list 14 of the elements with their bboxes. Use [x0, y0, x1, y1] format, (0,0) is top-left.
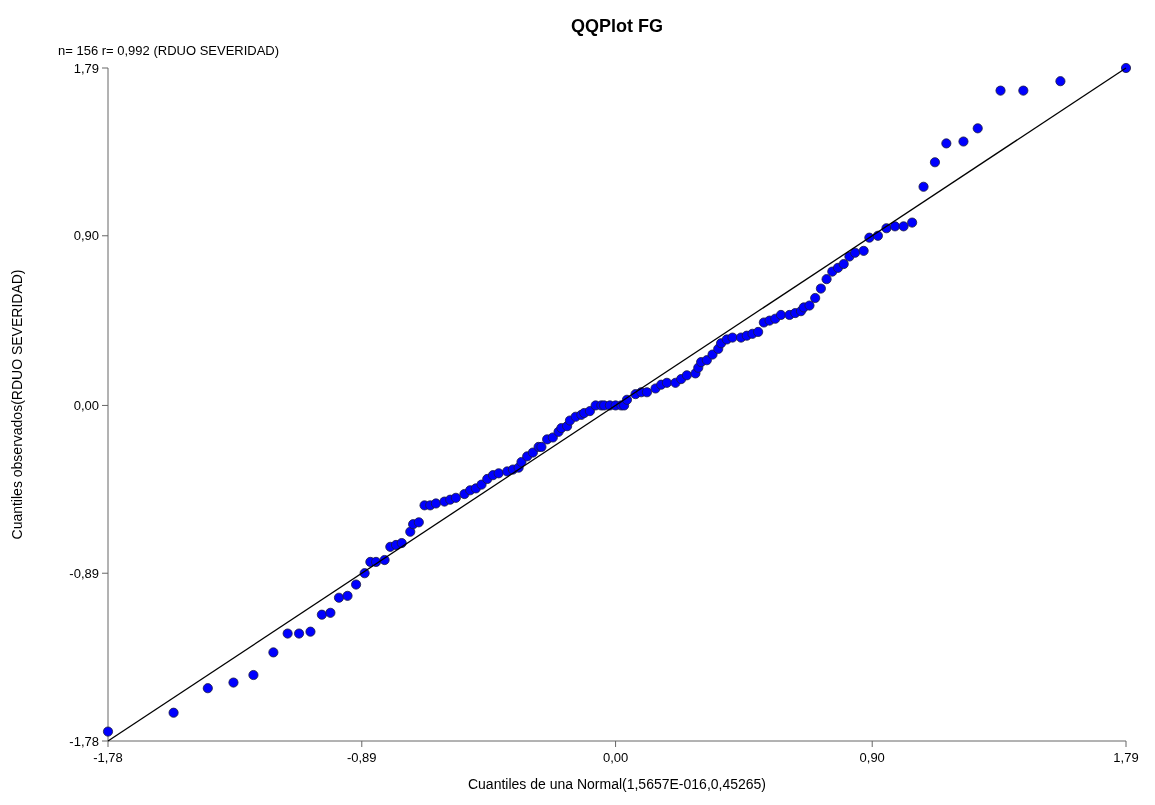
- x-tick-label: 0,00: [602, 750, 629, 765]
- x-tick-label: 1,79: [1113, 750, 1139, 765]
- y-tick-label: 0,90: [73, 228, 99, 244]
- x-axis-title: Cuantiles de una Normal(1,5657E-016,0,45265): [467, 776, 767, 792]
- x-tick-label: 0,90: [859, 750, 885, 765]
- y-tick-label: -1,78: [69, 733, 99, 749]
- x-tick-label: -0,89: [346, 750, 377, 765]
- text: n= 156 r= 0,992 (RDUO SEVERIDAD): [58, 43, 280, 58]
- y-tick-label: 0,00: [73, 397, 99, 413]
- y-tick-label: -0,89: [69, 565, 99, 581]
- y-tick-label: 1,79: [73, 60, 99, 76]
- y-axis-title: Cuantiles observados(RDUO SEVERIDAD): [9, 269, 25, 540]
- x-tick-label: -1,78: [93, 750, 123, 765]
- chart-title: QQPlot FG: [571, 16, 663, 36]
